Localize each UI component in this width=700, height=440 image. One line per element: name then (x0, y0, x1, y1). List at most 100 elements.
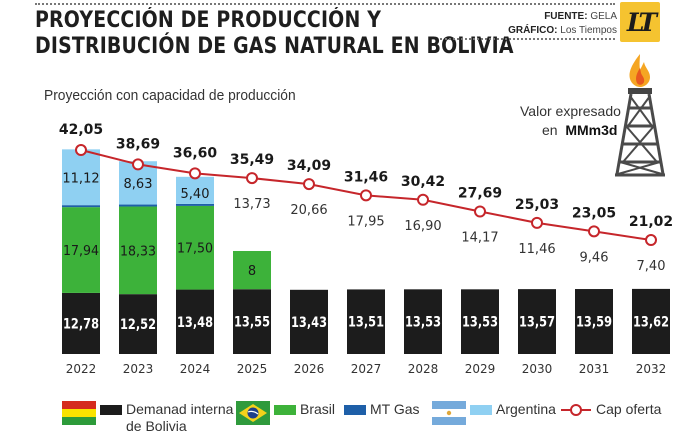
bar-demanda-2031 (575, 289, 613, 354)
label-cap-oferta-2023: 38,69 (116, 136, 160, 152)
flame-icon (629, 54, 650, 87)
x-tick-2023: 2023 (123, 362, 154, 376)
cap-oferta-point-2027 (360, 189, 372, 202)
cap-oferta-point-2026 (303, 178, 315, 191)
label-demanda-2027: 13,51 (348, 315, 384, 331)
cap-oferta-point-2022 (75, 144, 87, 157)
x-tick-2028: 2028 (408, 362, 439, 376)
legend-item-cap-oferta: Cap oferta (560, 401, 661, 418)
bars-layer (62, 149, 670, 354)
label-demanda-2032: 13,62 (633, 314, 669, 330)
label-demanda-2031: 13,59 (576, 315, 612, 331)
label-cap-oferta-2028: 30,42 (401, 174, 445, 190)
argentina-swatch (470, 405, 492, 415)
label-demanda-2025: 13,55 (234, 315, 270, 331)
label-cap-oferta-2032: 21,02 (629, 214, 673, 230)
legend-item-demanda: Demanad interna de Bolivia (62, 401, 233, 435)
label-cap-oferta-2027: 31,46 (344, 169, 388, 185)
label-argentina-2024: 5,40 (181, 187, 210, 202)
cap-oferta-point-2031 (588, 225, 600, 238)
label-surplus-2032: 7,40 (637, 259, 666, 274)
chart-area: 12,78 17,94 11,12 42,05 12,52 18,33 8,63 38,69 1… (59, 122, 673, 376)
label-surplus-2031: 9,46 (580, 250, 609, 265)
cap-oferta-marker-icon (561, 404, 591, 416)
legend-label-argentina: Argentina (496, 401, 556, 417)
bar-demanda-2025 (233, 289, 271, 354)
label-argentina-2023: 8,63 (124, 177, 153, 192)
label-cap-oferta-2030: 25,03 (515, 197, 559, 213)
bar-demanda-2023 (119, 294, 157, 354)
x-tick-2025: 2025 (237, 362, 268, 376)
label-demanda-2026: 13,43 (291, 315, 327, 331)
x-axis: 2022 2023 2024 2025 2026 2027 2028 2029 2030 2031… (66, 362, 667, 376)
label-cap-oferta-2025: 35,49 (230, 152, 274, 168)
unit-note: Valor expresado en MMm3d (520, 102, 621, 140)
label-cap-oferta-2029: 27,69 (458, 185, 502, 201)
bar-mt-gas-2024 (176, 203, 214, 206)
label-surplus-2027: 17,95 (347, 214, 384, 229)
bar-demanda-2026 (290, 289, 328, 354)
chart-title: PROYECCIÓN DE PRODUCCIÓN Y DISTRIBUCIÓN … (35, 8, 514, 60)
chart-subtitle: Proyección con capacidad de producción (44, 87, 296, 104)
label-demanda-2023: 12,52 (120, 317, 156, 333)
legend-item-mt-gas: MT Gas (344, 401, 420, 418)
bar-demanda-2030 (518, 289, 556, 354)
label-brasil-2022: 17,94 (63, 244, 99, 259)
mt-gas-swatch (344, 405, 366, 415)
bar-brasil-2023 (119, 206, 157, 295)
x-tick-2032: 2032 (636, 362, 667, 376)
label-demanda-2024: 13,48 (177, 315, 213, 331)
bar-brasil-2025 (233, 250, 271, 290)
cap-oferta-point-2028 (417, 193, 429, 206)
x-tick-2029: 2029 (465, 362, 496, 376)
bar-demanda-2028 (404, 289, 442, 354)
header-bottom-divider (440, 38, 615, 40)
label-demanda-2022: 12,78 (63, 316, 99, 332)
x-tick-2031: 2031 (579, 362, 610, 376)
unit-note-line1: Valor expresado (520, 103, 621, 119)
bar-argentina-2022 (62, 149, 100, 206)
label-cap-oferta-2022: 42,05 (59, 122, 103, 138)
bar-argentina-2024 (176, 176, 214, 204)
label-argentina-2022: 11,12 (62, 171, 99, 186)
unit-note-prefix: en (542, 122, 558, 138)
legend-label-demanda-line2: de Bolivia (126, 418, 187, 434)
bar-brasil-2024 (176, 205, 214, 290)
label-surplus-2029: 14,17 (461, 230, 498, 245)
gas-rig-icon (615, 54, 665, 177)
x-tick-2024: 2024 (180, 362, 211, 376)
legend-item-argentina: Argentina (432, 401, 556, 425)
label-brasil-2024: 17,50 (177, 242, 213, 257)
bar-demanda-2027 (347, 289, 385, 354)
legend-label-mt-gas: MT Gas (370, 401, 420, 417)
source-credits: FUENTE: GELA GRÁFICO: Los Tiempos (508, 10, 617, 38)
cap-oferta-point-2023 (132, 158, 144, 171)
cap-oferta-point-2032 (645, 234, 657, 247)
label-surplus-2026: 20,66 (290, 203, 327, 218)
title-line-2: DISTRIBUCIÓN DE GAS NATURAL EN BOLIVIA (35, 34, 514, 59)
legend-label-demanda: Demanad interna de Bolivia (126, 401, 233, 435)
label-demanda-2030: 13,57 (519, 315, 555, 331)
cap-oferta-point-2024 (189, 167, 201, 180)
bolivia-flag-icon (62, 401, 96, 425)
label-demanda-2028: 13,53 (405, 315, 441, 331)
source-label: FUENTE: (544, 11, 588, 22)
label-cap-oferta-2024: 36,60 (173, 145, 218, 161)
legend-label-cap-oferta: Cap oferta (596, 401, 662, 417)
graphic-label: GRÁFICO: (508, 25, 558, 36)
legend-label-brasil: Brasil (300, 401, 336, 417)
bar-demanda-2022 (62, 292, 100, 354)
argentina-flag-icon (432, 401, 466, 425)
brasil-swatch (274, 405, 296, 415)
cap-oferta-line-layer (75, 144, 657, 247)
legend-label-demanda-line1: Demanad interna (126, 401, 234, 417)
label-brasil-2023: 18,33 (120, 244, 156, 259)
bar-mt-gas-2022 (62, 205, 100, 208)
label-surplus-2030: 11,46 (518, 242, 555, 257)
cap-oferta-point-2025 (246, 172, 258, 185)
value-labels-layer: 12,78 17,94 11,12 42,05 12,52 18,33 8,63 38,69 1… (59, 122, 673, 333)
label-cap-oferta-2031: 23,05 (572, 205, 616, 221)
label-demanda-2029: 13,53 (462, 315, 498, 331)
x-tick-2027: 2027 (351, 362, 382, 376)
x-tick-2026: 2026 (294, 362, 325, 376)
